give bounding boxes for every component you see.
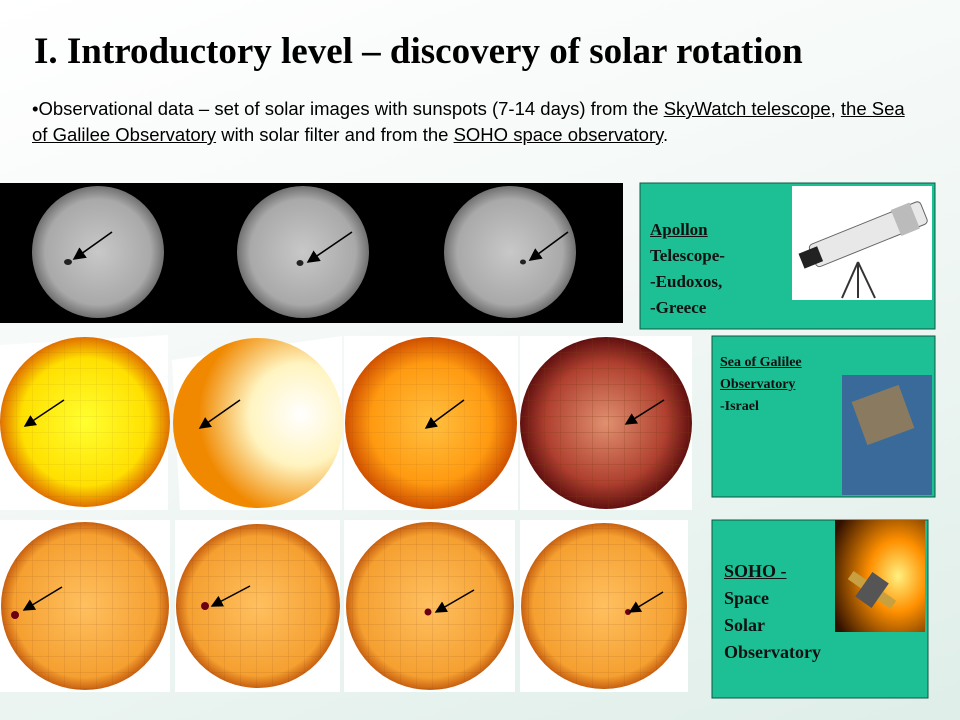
link[interactable]: SOHO space observatory [453, 124, 663, 145]
text: , [830, 98, 841, 119]
panel-line: -Greece [650, 298, 707, 317]
text: with solar filter and from the [216, 124, 454, 145]
text: Observational data – set of solar images… [38, 98, 664, 119]
panel-line: Observatory [720, 377, 796, 392]
link[interactable]: SkyWatch telescope [663, 98, 831, 119]
link[interactable]: the Sea of Galilee Observatory [32, 98, 905, 145]
panel-line: -Israel [720, 399, 759, 414]
panel-text: Apollon Telescope- -Eudoxos, -Greece [650, 217, 725, 321]
title: I. Introductory level – discovery of sol… [34, 31, 803, 72]
panel-line: SOHO - [724, 561, 787, 581]
panel-line: Observatory [724, 642, 821, 662]
text: . [663, 124, 669, 145]
panel-line: Sea of Galilee [720, 355, 802, 370]
panel-line: Space [724, 588, 769, 608]
panel-text: SOHO - Space Solar Observatory [724, 558, 821, 666]
panel-text: Sea of Galilee Observatory -Israel [720, 352, 802, 418]
panel-line: -Eudoxos, [650, 272, 723, 291]
panel-line: Apollon [650, 220, 708, 239]
bullet-text: Observational data – set of solar images… [32, 96, 922, 148]
panel-line: Telescope- [650, 246, 725, 265]
panel-line: Solar [724, 615, 766, 635]
